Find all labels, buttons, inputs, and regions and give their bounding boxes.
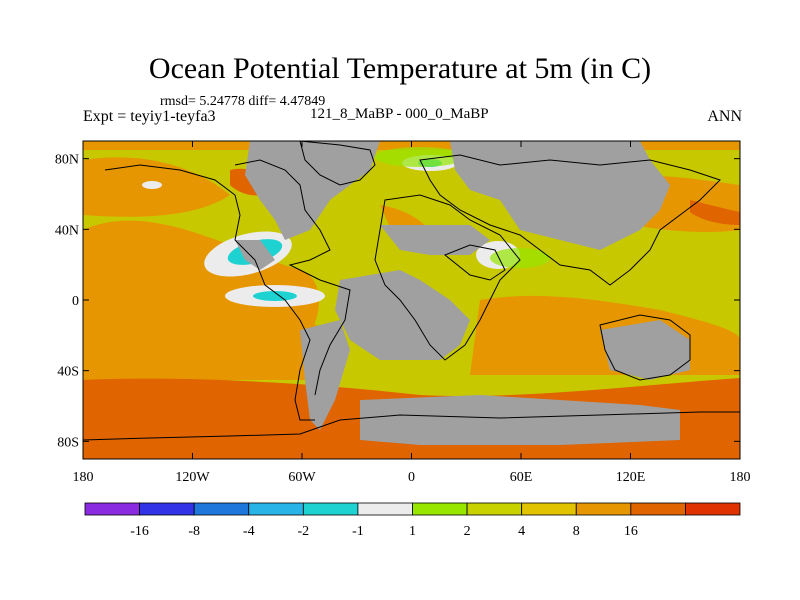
map-field: [83, 141, 740, 459]
longitude-axis: 180 120W 60W 0 60E 120E 180: [73, 141, 751, 485]
coastline-americas-east: [234, 159, 351, 396]
lon-tick-label: 0: [408, 470, 415, 485]
green-region-norwegian-sea: [375, 147, 465, 167]
land-central-america: [235, 240, 275, 270]
lat-tick-label: 40S: [57, 365, 79, 380]
coastline-antarctica: [83, 411, 740, 441]
coastline-eurasia: [419, 154, 721, 286]
coastline-australia: [599, 314, 691, 381]
land-north-america-greenland: [245, 141, 380, 240]
lat-tick-label: 0: [72, 294, 79, 309]
land-australia: [600, 320, 690, 380]
colorbar-swatch: [248, 502, 304, 516]
colorbar-label: -16: [130, 524, 149, 539]
colorbar-swatch: [466, 502, 523, 516]
colorbar-swatch: [630, 502, 686, 516]
neutral-region-alaska: [142, 181, 162, 189]
land-africa: [335, 270, 470, 360]
colorbar-swatch: [412, 502, 468, 516]
colorbar-label: -1: [352, 524, 364, 539]
lat-tick-label: 80S: [57, 435, 79, 450]
colorbar-swatch: [193, 502, 250, 516]
land-eurasia: [450, 141, 670, 250]
stats-text: rmsd= 5.24778 diff= 4.47849: [160, 94, 326, 109]
lon-tick-label: 120W: [175, 470, 210, 485]
lon-tick-label: 180: [730, 470, 751, 485]
hot-region-kuroshio: [690, 200, 740, 225]
plot-title: Ocean Potential Temperature at 5m (in C): [148, 52, 652, 85]
case-label: 121_8_MaBP - 000_0_MaBP: [310, 106, 489, 122]
colorbar-label: -4: [243, 524, 255, 539]
coastline-africa: [374, 194, 521, 361]
latitude-axis: 80N 40N 0 40S 80S: [55, 153, 740, 450]
colorbar: -16 -8 -4 -2 -1 1 2 4 8 16: [84, 502, 741, 539]
colorbar-label: 4: [518, 524, 525, 539]
lat-tick-label: 40N: [55, 223, 79, 238]
colorbar-label: 2: [464, 524, 471, 539]
coastline-arabia: [444, 244, 506, 281]
season-label: ANN: [707, 108, 742, 125]
colorbar-swatch: [575, 502, 632, 516]
colorbar-swatch: [685, 502, 741, 516]
lon-tick-label: 60W: [288, 470, 316, 485]
experiment-label: Expt = teyiy1-teyfa3: [83, 108, 216, 125]
lon-tick-label: 120E: [616, 470, 646, 485]
colorbar-swatch: [357, 502, 413, 516]
colorbar-swatch: [84, 502, 140, 516]
land-masses: [235, 141, 690, 445]
colorbar-swatch: [139, 502, 195, 516]
lon-tick-label: 60E: [510, 470, 533, 485]
lon-tick-label: 180: [73, 470, 94, 485]
lat-tick-label: 80N: [55, 153, 79, 168]
land-antarctica: [360, 395, 680, 445]
land-south-america: [300, 320, 350, 430]
green-region-arabian: [490, 248, 550, 268]
coastline-greenland: [299, 141, 376, 186]
colorbar-label: 8: [573, 524, 580, 539]
colorbar-label: -8: [188, 524, 200, 539]
colorbar-label: 16: [624, 524, 638, 539]
colorbar-swatch: [521, 502, 577, 516]
coastline-americas-west: [104, 164, 315, 421]
warm-region-south-pacific: [83, 296, 330, 380]
colorbar-label: 1: [409, 524, 416, 539]
colorbar-label: -2: [297, 524, 309, 539]
cool-region-equatorial-atlantic: [253, 291, 297, 301]
coastlines: [83, 141, 740, 441]
colorbar-swatch: [302, 502, 359, 516]
